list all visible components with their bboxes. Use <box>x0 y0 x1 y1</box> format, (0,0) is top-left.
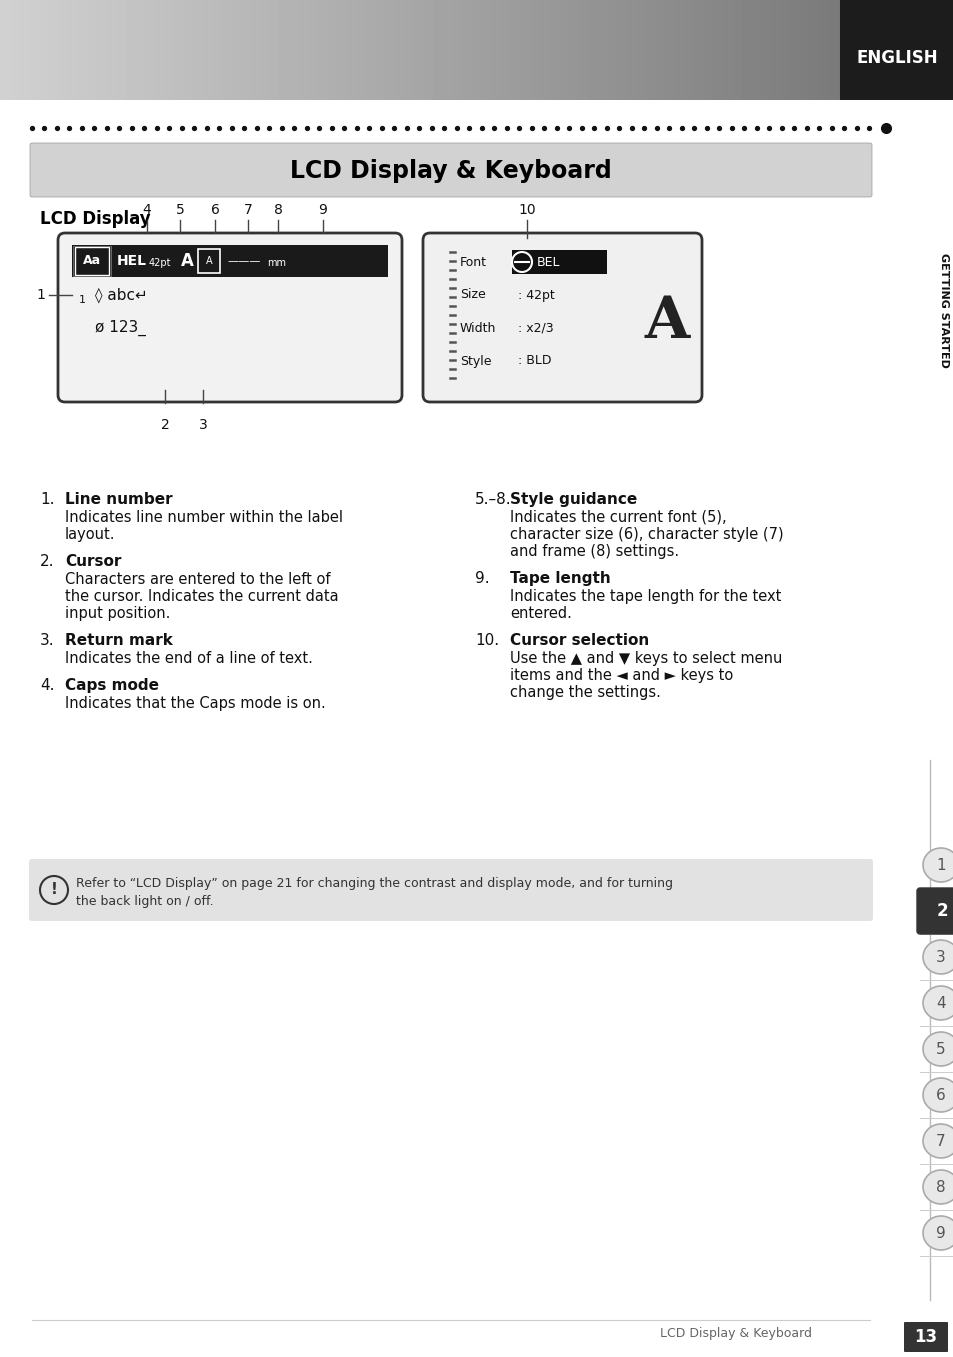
Text: 2: 2 <box>160 418 170 432</box>
Text: Characters are entered to the left of: Characters are entered to the left of <box>65 573 330 588</box>
Text: 3.: 3. <box>40 632 54 649</box>
Text: items and the ◄ and ► keys to: items and the ◄ and ► keys to <box>510 668 733 683</box>
Text: the cursor. Indicates the current data: the cursor. Indicates the current data <box>65 589 338 604</box>
Bar <box>840 0 953 100</box>
Text: : BLD: : BLD <box>517 354 551 368</box>
Text: Font: Font <box>459 255 486 269</box>
FancyBboxPatch shape <box>29 859 872 921</box>
Text: the back light on / off.: the back light on / off. <box>76 896 213 908</box>
Text: 4: 4 <box>143 204 152 217</box>
Text: 7: 7 <box>935 1133 944 1148</box>
Text: 2.: 2. <box>40 554 54 569</box>
Text: 9: 9 <box>318 204 327 217</box>
Text: Indicates the end of a line of text.: Indicates the end of a line of text. <box>65 651 313 666</box>
Ellipse shape <box>923 940 953 974</box>
Text: Aa: Aa <box>83 255 101 267</box>
Text: 4: 4 <box>935 996 944 1011</box>
Text: and frame (8) settings.: and frame (8) settings. <box>510 544 679 559</box>
Text: 5: 5 <box>935 1042 944 1057</box>
Text: Return mark: Return mark <box>65 632 172 649</box>
Text: Indicates the current font (5),: Indicates the current font (5), <box>510 510 726 525</box>
Text: GETTING STARTED: GETTING STARTED <box>938 252 948 368</box>
Ellipse shape <box>923 1170 953 1204</box>
Text: 8: 8 <box>274 204 282 217</box>
Bar <box>198 248 220 273</box>
Text: 8: 8 <box>935 1179 944 1194</box>
Text: A: A <box>643 294 689 350</box>
Text: Refer to “LCD Display” on page 21 for changing the contrast and display mode, an: Refer to “LCD Display” on page 21 for ch… <box>76 877 672 890</box>
Text: Tape length: Tape length <box>510 571 610 586</box>
Ellipse shape <box>923 987 953 1020</box>
Bar <box>73 246 111 275</box>
Text: LCD Display & Keyboard: LCD Display & Keyboard <box>290 159 611 183</box>
Text: LCD Display & Keyboard: LCD Display & Keyboard <box>659 1327 811 1341</box>
Text: 10.: 10. <box>475 632 498 649</box>
Text: Cursor: Cursor <box>65 554 121 569</box>
Text: : 42pt: : 42pt <box>517 289 554 301</box>
Ellipse shape <box>923 1077 953 1111</box>
Text: BEL: BEL <box>537 255 560 269</box>
Bar <box>71 246 388 277</box>
Text: ENGLISH: ENGLISH <box>855 49 937 66</box>
Text: 9.: 9. <box>475 571 489 586</box>
Text: ◊ abc↵: ◊ abc↵ <box>95 288 148 303</box>
Ellipse shape <box>923 1124 953 1158</box>
Ellipse shape <box>923 1033 953 1067</box>
Text: layout.: layout. <box>65 527 115 541</box>
Text: change the settings.: change the settings. <box>510 685 660 700</box>
Text: HEL: HEL <box>117 254 147 267</box>
Text: character size (6), character style (7): character size (6), character style (7) <box>510 527 782 541</box>
Text: 6: 6 <box>211 204 219 217</box>
Text: 5: 5 <box>175 204 184 217</box>
FancyBboxPatch shape <box>422 233 701 402</box>
Text: 42pt: 42pt <box>149 258 172 267</box>
Text: 10: 10 <box>517 204 536 217</box>
Text: 9: 9 <box>935 1225 944 1240</box>
Text: mm: mm <box>267 258 286 267</box>
Text: Cursor selection: Cursor selection <box>510 632 649 649</box>
Text: 1: 1 <box>36 288 46 303</box>
FancyBboxPatch shape <box>58 233 401 402</box>
Text: Indicates line number within the label: Indicates line number within the label <box>65 510 343 525</box>
Text: 4.: 4. <box>40 678 54 693</box>
Ellipse shape <box>923 1216 953 1250</box>
Text: Indicates that the Caps mode is on.: Indicates that the Caps mode is on. <box>65 696 325 711</box>
Bar <box>512 250 606 274</box>
Text: Size: Size <box>459 289 485 301</box>
FancyBboxPatch shape <box>916 887 953 934</box>
Text: 6: 6 <box>935 1087 944 1102</box>
Text: Style guidance: Style guidance <box>510 493 637 508</box>
Text: A: A <box>181 252 193 270</box>
Text: Use the ▲ and ▼ keys to select menu: Use the ▲ and ▼ keys to select menu <box>510 651 781 666</box>
Text: LCD Display: LCD Display <box>40 210 151 228</box>
Text: ø 123_: ø 123_ <box>95 320 146 337</box>
Text: 1: 1 <box>78 294 86 305</box>
Text: ———: ——— <box>227 256 260 266</box>
Text: 1.: 1. <box>40 493 54 508</box>
Bar <box>75 247 109 275</box>
Text: 7: 7 <box>243 204 253 217</box>
Text: Indicates the tape length for the text: Indicates the tape length for the text <box>510 589 781 604</box>
FancyBboxPatch shape <box>903 1322 947 1352</box>
Ellipse shape <box>923 848 953 882</box>
Text: entered.: entered. <box>510 607 571 622</box>
Text: 3: 3 <box>198 418 207 432</box>
Text: 3: 3 <box>935 950 944 965</box>
Text: A: A <box>206 256 213 266</box>
Text: Line number: Line number <box>65 493 172 508</box>
Text: Width: Width <box>459 322 496 334</box>
Text: 5.–8.: 5.–8. <box>475 493 511 508</box>
Text: input position.: input position. <box>65 607 171 622</box>
Text: Caps mode: Caps mode <box>65 678 159 693</box>
FancyBboxPatch shape <box>30 142 871 197</box>
Text: 1: 1 <box>935 858 944 873</box>
Text: !: ! <box>51 882 57 897</box>
Text: : x2/3: : x2/3 <box>517 322 553 334</box>
Text: 13: 13 <box>914 1329 937 1346</box>
Text: 2: 2 <box>935 902 947 920</box>
Text: Style: Style <box>459 354 491 368</box>
